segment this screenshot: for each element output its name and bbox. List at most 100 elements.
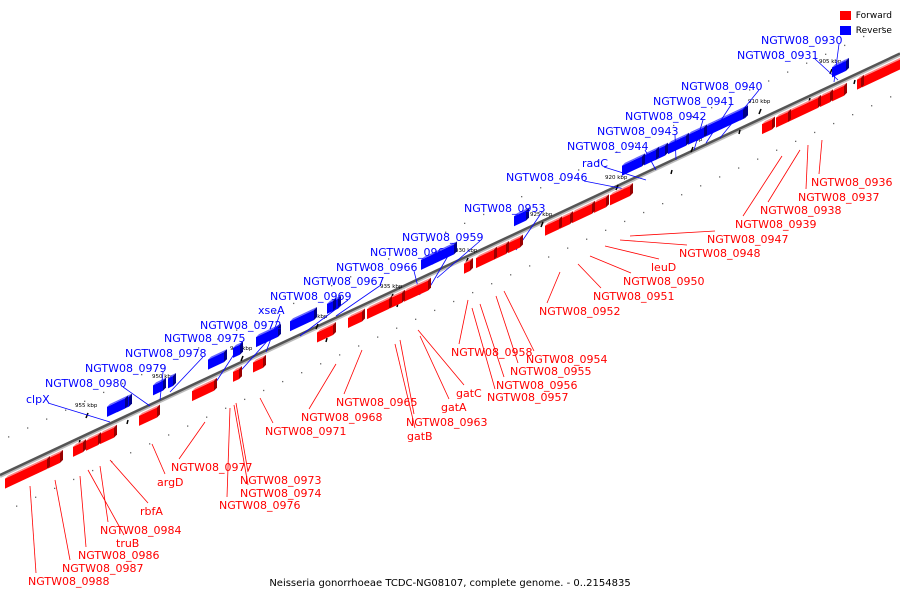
forward-gene-label: NGTW08_0950 <box>623 275 704 288</box>
forward-gene-block <box>762 116 775 135</box>
forward-leader-line <box>54 479 71 561</box>
guide-dot <box>407 249 409 251</box>
gene-top <box>668 132 689 145</box>
gene-body <box>832 85 844 102</box>
gene-top <box>464 257 473 264</box>
gene-side <box>526 207 529 221</box>
guide-dot <box>160 365 162 367</box>
forward-gene-label: argD <box>157 476 184 489</box>
gene-top <box>117 395 128 403</box>
gene-body <box>404 280 428 302</box>
gene-side <box>333 322 336 336</box>
forward-leader-line <box>458 299 469 345</box>
forward-gene-block <box>367 295 392 320</box>
gene-side <box>846 57 849 71</box>
reverse-leader-line <box>693 119 704 151</box>
reverse-swatch <box>839 26 851 35</box>
gene-side <box>592 200 595 214</box>
gene-top <box>832 82 847 92</box>
gene-side <box>506 241 509 255</box>
reverse-gene-label: clpX <box>26 393 50 406</box>
forward-gene-block <box>464 257 473 274</box>
reverse-gene-block <box>117 395 128 413</box>
guide-dot <box>624 220 626 223</box>
reverse-leader-line <box>705 104 732 144</box>
gene-body <box>48 452 60 469</box>
gene-side <box>454 241 457 255</box>
gene-side <box>570 211 573 225</box>
guide-dot <box>605 229 607 231</box>
gene-top <box>253 354 266 363</box>
guide-dot <box>491 283 493 285</box>
gene-top <box>48 449 63 459</box>
gene-top <box>560 211 573 219</box>
gene-body <box>688 127 704 145</box>
gene-side <box>114 424 117 438</box>
guide-dot <box>206 416 208 418</box>
forward-gene-label: leuD <box>651 261 676 274</box>
gene-top <box>788 94 821 112</box>
reverse-gene-label: NGTW08_0960 <box>370 246 451 259</box>
gene-top <box>776 108 791 118</box>
gene-side <box>830 89 833 103</box>
guide-dot <box>852 114 854 116</box>
gene-top <box>317 322 336 333</box>
forward-leader-line <box>619 239 688 246</box>
gene-side <box>818 94 821 108</box>
gene-body <box>253 357 263 373</box>
gene-side <box>559 216 562 230</box>
forward-leader-line <box>577 263 602 289</box>
forward-gene-block <box>610 182 633 206</box>
guide-dot <box>244 398 246 401</box>
forward-gene-block <box>5 455 50 489</box>
gene-top <box>857 74 864 80</box>
gene-side <box>163 377 166 391</box>
forward-leader-line <box>546 271 561 304</box>
gene-top <box>233 341 243 348</box>
guide-dot <box>673 124 675 127</box>
reverse-leader-line <box>674 134 677 161</box>
gene-top <box>644 146 659 156</box>
guide-dot <box>730 98 732 100</box>
gene-side <box>157 404 160 418</box>
gene-body <box>622 156 642 176</box>
forward-gene-block <box>776 108 791 128</box>
gene-side <box>47 455 50 469</box>
tick-mark <box>240 355 244 362</box>
guide-dot <box>787 71 789 73</box>
guide-dot <box>825 53 827 55</box>
forward-leader-line <box>226 407 231 498</box>
gene-side <box>861 74 864 88</box>
gene-top <box>594 194 609 203</box>
gene-body <box>594 197 606 213</box>
guide-dot <box>396 327 398 329</box>
gene-side <box>389 295 392 309</box>
reverse-leader-line <box>47 402 111 423</box>
gene-side <box>772 116 775 130</box>
gene-body <box>73 442 83 457</box>
gene-body <box>508 237 520 254</box>
tick-label: 955 kbp <box>75 403 98 409</box>
reverse-gene-label: NGTW08_0943 <box>597 125 678 138</box>
guide-dot <box>738 167 740 169</box>
forward-leader-line <box>259 397 274 424</box>
guide-dot <box>662 202 664 205</box>
guide-dot <box>54 487 56 490</box>
gene-body <box>820 92 830 107</box>
reverse-leader-line <box>814 58 839 81</box>
gene-side <box>704 124 707 138</box>
guide-dot <box>377 336 379 338</box>
gene-top <box>494 241 509 250</box>
legend-reverse-label: Reverse <box>855 25 892 36</box>
forward-gene-block <box>594 194 609 213</box>
forward-gene-block <box>48 449 63 469</box>
reverse-gene-block <box>168 372 176 389</box>
position-mark <box>853 79 856 85</box>
guide-dot <box>415 318 417 320</box>
forward-gene-label: NGTW08_0952 <box>539 305 620 318</box>
genome-axis <box>0 52 900 478</box>
reverse-gene-label: NGTW08_0944 <box>567 140 648 153</box>
reverse-gene-label: NGTW08_0930 <box>761 34 842 47</box>
guide-dot <box>510 274 512 276</box>
forward-leader-line <box>479 303 505 378</box>
